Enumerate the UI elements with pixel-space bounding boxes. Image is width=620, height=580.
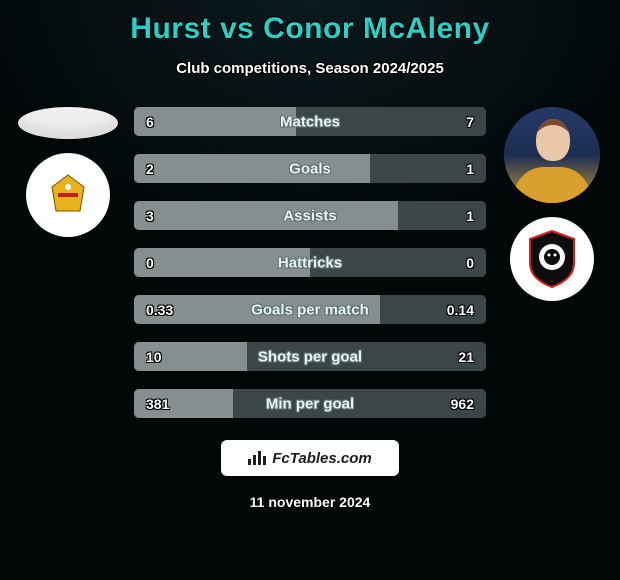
stat-label: Goals [289, 160, 331, 177]
title-player-right: Conor McAleny [263, 12, 490, 45]
stat-label: Matches [280, 113, 340, 130]
bar-fill-left [134, 154, 370, 183]
page-title: Hurst vs Conor McAleny [0, 0, 620, 46]
stat-row: 3 1 Assists [134, 201, 486, 230]
stat-value-right: 7 [454, 114, 486, 130]
right-club-icon [526, 229, 578, 289]
stat-label: Shots per goal [258, 348, 362, 365]
stat-label: Hattricks [278, 254, 342, 271]
stat-value-right: 1 [454, 208, 486, 224]
stat-label: Min per goal [266, 395, 354, 412]
stat-value-right: 962 [439, 396, 486, 412]
stat-value-right: 0.14 [435, 302, 486, 318]
stat-value-left: 2 [134, 161, 166, 177]
stat-value-left: 0 [134, 255, 166, 271]
stat-value-left: 3 [134, 208, 166, 224]
stat-value-right: 1 [454, 161, 486, 177]
footer-site-badge[interactable]: FcTables.com [221, 440, 399, 476]
left-club-badge [26, 153, 110, 237]
stat-value-left: 381 [134, 396, 181, 412]
stat-value-left: 10 [134, 349, 174, 365]
stat-row: 10 21 Shots per goal [134, 342, 486, 371]
subtitle: Club competitions, Season 2024/2025 [0, 60, 620, 77]
avatar-head [536, 119, 570, 161]
left-player-column [8, 107, 128, 237]
stat-row: 2 1 Goals [134, 154, 486, 183]
chart-icon [248, 451, 266, 465]
left-player-avatar [18, 107, 118, 139]
stat-value-left: 0.33 [134, 302, 185, 318]
stat-value-right: 21 [446, 349, 486, 365]
stat-row: 0 0 Hattricks [134, 248, 486, 277]
title-vs: vs [211, 12, 263, 45]
left-club-icon [44, 171, 92, 219]
stat-value-right: 0 [454, 255, 486, 271]
date-line: 11 november 2024 [0, 494, 620, 510]
right-club-badge [510, 217, 594, 301]
avatar-shoulders [514, 167, 590, 203]
stat-value-left: 6 [134, 114, 166, 130]
title-player-left: Hurst [130, 12, 211, 45]
stat-row: 0.33 0.14 Goals per match [134, 295, 486, 324]
stat-bars: 67Matches21Goals31Assists00Hattricks0.33… [128, 107, 492, 418]
footer-site-label: FcTables.com [272, 450, 371, 467]
stat-row: 381 962 Min per goal [134, 389, 486, 418]
stat-row: 6 7 Matches [134, 107, 486, 136]
stat-label: Assists [283, 207, 336, 224]
stat-label: Goals per match [251, 301, 369, 318]
stats-area: 67Matches21Goals31Assists00Hattricks0.33… [0, 107, 620, 418]
bar-fill-left [134, 201, 398, 230]
right-player-column [492, 107, 612, 301]
right-player-avatar [504, 107, 600, 203]
